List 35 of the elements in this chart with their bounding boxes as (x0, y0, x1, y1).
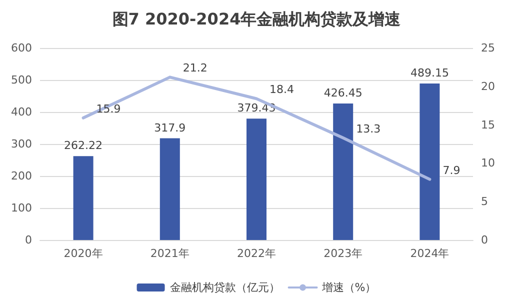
y-tick-label: 500 (11, 74, 32, 86)
data-label: 15.9 (96, 102, 121, 116)
data-label: 262.22 (64, 139, 103, 152)
data-label: 426.45 (324, 86, 362, 100)
y-tick-label: 0 (25, 234, 32, 246)
y2-tick-label: 10 (481, 156, 495, 170)
y-tick-label: 200 (11, 170, 32, 182)
y2-tick-label: 15 (481, 118, 495, 132)
bar (420, 83, 440, 240)
bar (246, 118, 266, 240)
data-label: 489.15 (410, 66, 449, 80)
bar (73, 156, 94, 240)
data-label: 317.9 (154, 121, 186, 134)
x-tick-label: 2020年 (64, 247, 103, 260)
y2-tick-label: 5 (481, 195, 488, 208)
x-tick-label: 2022年 (237, 247, 276, 260)
data-label: 13.3 (356, 122, 381, 136)
y2-tick-label: 20 (481, 80, 495, 93)
y-tick-label: 300 (11, 138, 32, 150)
x-tick-label: 2024年 (410, 247, 450, 260)
x-tick-label: 2021年 (150, 247, 190, 260)
data-label: 21.2 (182, 62, 208, 75)
y-tick-label: 400 (11, 106, 32, 118)
y-tick-label: 600 (11, 42, 32, 54)
y2-tick-label: 25 (481, 42, 495, 54)
legend-label: 金融机构贷款（亿元） (170, 281, 280, 294)
y2-tick-label: 0 (481, 234, 488, 246)
chart-title: 图7 2020-2024年金融机构贷款及增速 (112, 10, 402, 28)
data-label: 7.9 (442, 164, 460, 177)
y-tick-label: 100 (11, 202, 32, 214)
bar (333, 104, 354, 240)
x-tick-label: 2023年 (324, 247, 363, 260)
legend-label: 增速（%） (320, 281, 376, 294)
bar (160, 138, 180, 240)
data-label: 18.4 (270, 83, 294, 96)
